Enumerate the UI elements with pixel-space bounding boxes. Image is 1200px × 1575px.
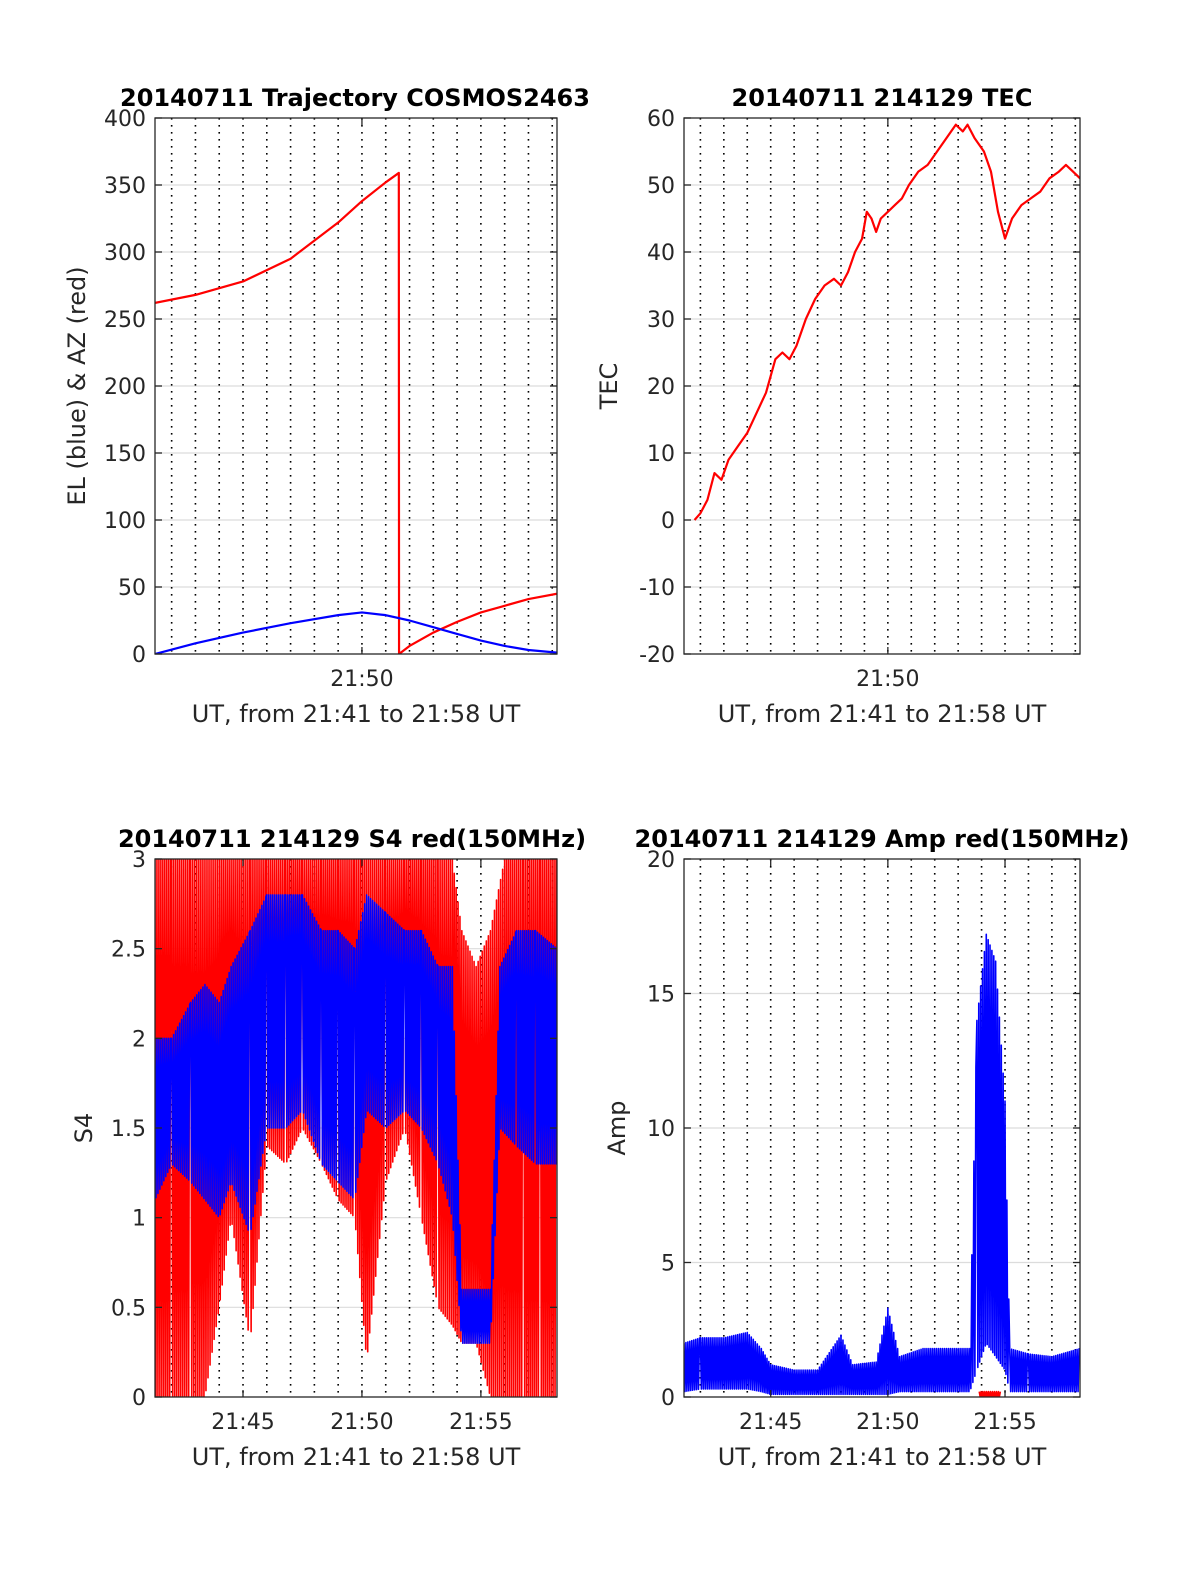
series-group <box>693 123 1080 521</box>
y-tick-label: 15 <box>647 983 675 1008</box>
chart-amp: 0 5 10 15 20 21:45 21:50 21:55 UT, from 21:41 to… <box>603 825 1129 1471</box>
grid <box>684 118 1080 654</box>
y-tick-label: 1 <box>132 1207 146 1232</box>
y-tick-label: 150 <box>104 442 146 467</box>
series-trace <box>684 933 1080 1396</box>
y-tick-label: 10 <box>647 442 675 467</box>
y-tick-label: 40 <box>647 241 675 266</box>
series-group <box>684 933 1080 1397</box>
chart-title: 20140711 214129 Amp red(150MHz) <box>635 825 1130 853</box>
y-axis: 0 5 10 15 20 <box>647 848 1080 1411</box>
chart-trajectory: 0 50 100 150 200 250 300 350 400 21:50 UT, from 21… <box>63 84 590 728</box>
series-group <box>155 171 557 654</box>
series-trace <box>155 894 557 1344</box>
x-axis-label: UT, from 21:41 to 21:58 UT <box>718 1443 1047 1471</box>
y-tick-label: 20 <box>647 848 675 873</box>
y-tick-label: 100 <box>104 509 146 534</box>
y-tick-label: 10 <box>647 1117 675 1142</box>
x-tick-label: 21:45 <box>211 1410 274 1435</box>
x-tick-label: 21:50 <box>856 667 919 692</box>
y-tick-label: 1.5 <box>111 1117 146 1142</box>
x-axis-label: UT, from 21:41 to 21:58 UT <box>192 1443 521 1471</box>
y-axis-label: S4 <box>70 1113 98 1144</box>
series-trace <box>978 1390 1002 1397</box>
x-axis: 21:50 <box>330 118 394 692</box>
y-tick-label: 50 <box>118 576 146 601</box>
y-tick-label: 60 <box>647 107 675 132</box>
x-tick-label: 21:55 <box>973 1410 1036 1435</box>
y-tick-label: 20 <box>647 375 675 400</box>
y-axis-label: Amp <box>603 1100 631 1155</box>
x-axis: 21:45 21:50 21:55 <box>211 859 513 1435</box>
y-tick-label: 5 <box>661 1252 675 1277</box>
y-tick-label: 2 <box>132 1027 146 1052</box>
y-tick-label: 350 <box>104 174 146 199</box>
x-axis-label: UT, from 21:41 to 21:58 UT <box>718 700 1047 728</box>
x-tick-label: 21:55 <box>449 1410 512 1435</box>
y-tick-label: 0 <box>661 1386 675 1411</box>
y-tick-label: 0 <box>132 1386 146 1411</box>
x-tick-label: 21:50 <box>330 1410 393 1435</box>
series-line <box>693 123 1080 521</box>
y-tick-label: 200 <box>104 375 146 400</box>
x-axis: 21:45 21:50 21:55 <box>739 859 1037 1435</box>
y-tick-label: -10 <box>639 576 675 601</box>
chart-s4: 0 0.5 1 1.5 2 2.5 3 21:45 21:50 21:55 UT, from 21:… <box>70 825 586 1471</box>
y-tick-label: 400 <box>104 107 146 132</box>
x-axis: 21:50 <box>856 118 920 692</box>
chart-title: 20140711 214129 TEC <box>732 84 1033 112</box>
y-tick-label: 3 <box>132 848 146 873</box>
y-axis-label: TEC <box>595 363 623 411</box>
x-tick-label: 21:45 <box>739 1410 802 1435</box>
y-tick-label: 0.5 <box>111 1296 146 1321</box>
y-tick-label: 0 <box>132 643 146 668</box>
y-tick-label: 2.5 <box>111 938 146 963</box>
y-tick-label: 50 <box>647 174 675 199</box>
x-axis-label: UT, from 21:41 to 21:58 UT <box>192 700 521 728</box>
y-tick-label: 300 <box>104 241 146 266</box>
chart-tec: -20 -10 0 10 20 30 40 50 60 21:50 UT, from 21:41 t… <box>595 84 1081 728</box>
grid <box>155 118 557 654</box>
y-tick-label: -20 <box>639 643 675 668</box>
y-tick-label: 250 <box>104 308 146 333</box>
chart-title: 20140711 Trajectory COSMOS2463 <box>120 84 590 112</box>
chart-title: 20140711 214129 S4 red(150MHz) <box>118 825 586 853</box>
x-tick-label: 21:50 <box>856 1410 919 1435</box>
y-axis: -20 -10 0 10 20 30 40 50 60 <box>639 107 1080 668</box>
y-tick-label: 0 <box>661 509 675 534</box>
y-tick-label: 30 <box>647 308 675 333</box>
y-axis: 0 50 100 150 200 250 300 350 400 <box>104 107 557 668</box>
series-line <box>155 171 557 654</box>
x-tick-label: 21:50 <box>330 667 393 692</box>
series-group <box>155 859 557 1397</box>
y-axis: 0 0.5 1 1.5 2 2.5 3 <box>111 848 557 1411</box>
series-line <box>155 611 557 654</box>
y-axis-label: EL (blue) & AZ (red) <box>63 266 91 505</box>
